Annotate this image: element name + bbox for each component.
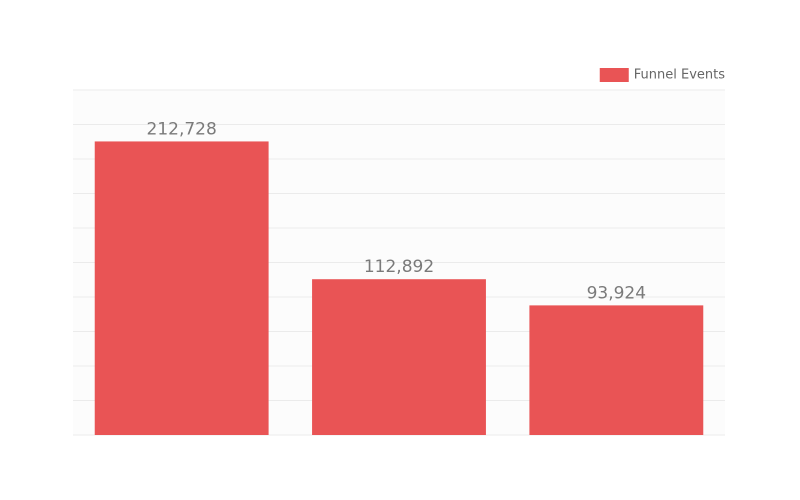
bar xyxy=(529,305,704,435)
value-label: 212,728 xyxy=(147,119,217,139)
bar xyxy=(94,141,269,435)
legend-label: Funnel Events xyxy=(634,68,725,83)
value-label: 112,892 xyxy=(364,257,434,277)
bar xyxy=(312,279,486,435)
value-label: 93,924 xyxy=(587,283,646,303)
legend-swatch xyxy=(599,68,629,82)
